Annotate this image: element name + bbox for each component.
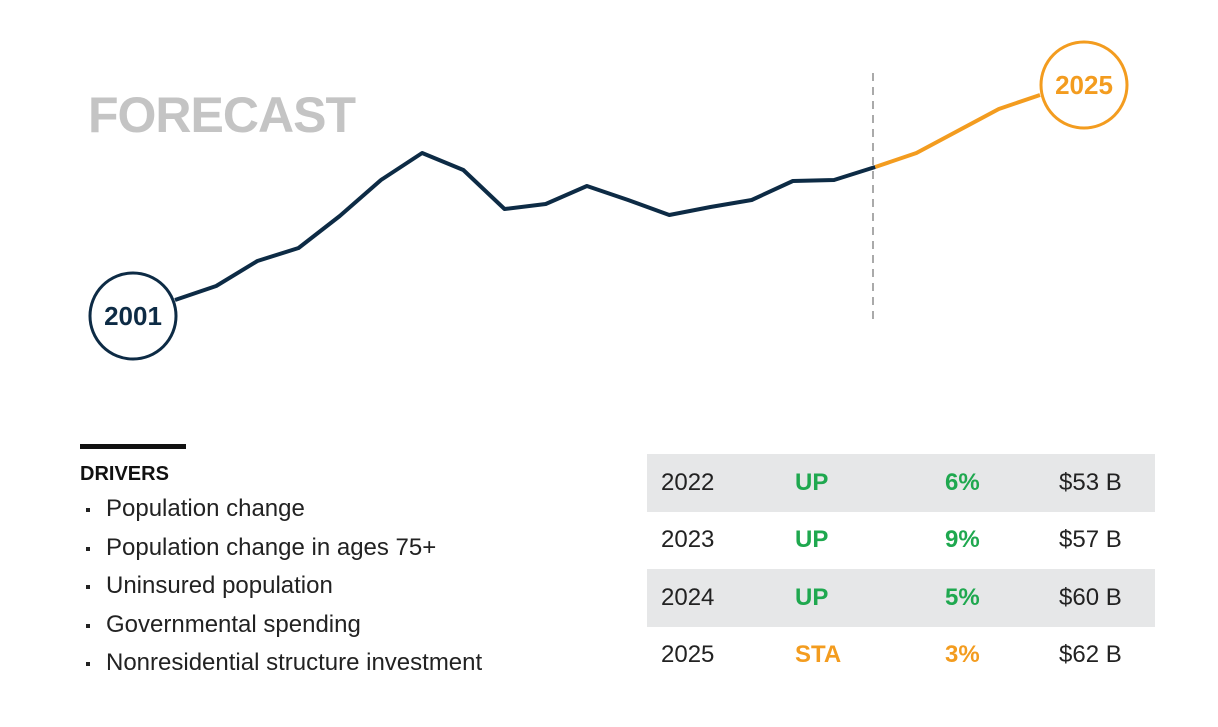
end-label: 2025 <box>1055 70 1113 100</box>
year-cell: 2025 <box>661 641 715 669</box>
end-badge <box>1039 40 1129 130</box>
amount-cell: $53 B <box>1059 468 1122 496</box>
series-line <box>874 93 1041 169</box>
year-cell: 2022 <box>661 468 715 496</box>
trend-cell: UP <box>795 526 829 554</box>
table-row: 2025 STA 3% $62 B <box>647 627 1155 685</box>
drivers: DRIVERS Population change Population chan… <box>80 444 600 683</box>
chart-title: FORECAST <box>88 87 356 143</box>
trend-cell: UP <box>795 468 829 496</box>
amount-cell: $57 B <box>1059 526 1122 554</box>
driver-item: Uninsured population <box>80 567 600 606</box>
trend-cell: UP <box>795 583 829 611</box>
year-cell: 2023 <box>661 526 715 554</box>
start-label: 2001 <box>104 301 162 331</box>
change-cell: 6% <box>945 468 980 496</box>
drivers-heading: DRIVERS <box>80 463 169 485</box>
year-cell: 2024 <box>661 583 715 611</box>
driver-item: Nonresidential structure investment <box>80 644 600 683</box>
table-row: 2023 UP 9% $57 B <box>647 512 1155 570</box>
amount-cell: $60 B <box>1059 583 1122 611</box>
start-badge <box>88 271 178 361</box>
driver-item: Population change in ages 75+ <box>80 529 600 568</box>
change-cell: 5% <box>945 583 980 611</box>
change-cell: 3% <box>945 641 980 669</box>
chart: 2001 2025 <box>88 40 1129 361</box>
drivers-list: Population change Population change in ag… <box>80 490 600 683</box>
amount-cell: $62 B <box>1059 641 1122 669</box>
driver-item: Governmental spending <box>80 606 600 645</box>
trend-cell: STA <box>795 641 842 669</box>
table-row: 2022 UP 6% $53 B <box>647 454 1155 512</box>
table-row: 2024 UP 5% $60 B <box>647 569 1155 627</box>
change-cell: 9% <box>945 526 980 554</box>
series-line <box>174 151 876 302</box>
rule <box>80 444 186 449</box>
driver-item: Population change <box>80 490 600 529</box>
